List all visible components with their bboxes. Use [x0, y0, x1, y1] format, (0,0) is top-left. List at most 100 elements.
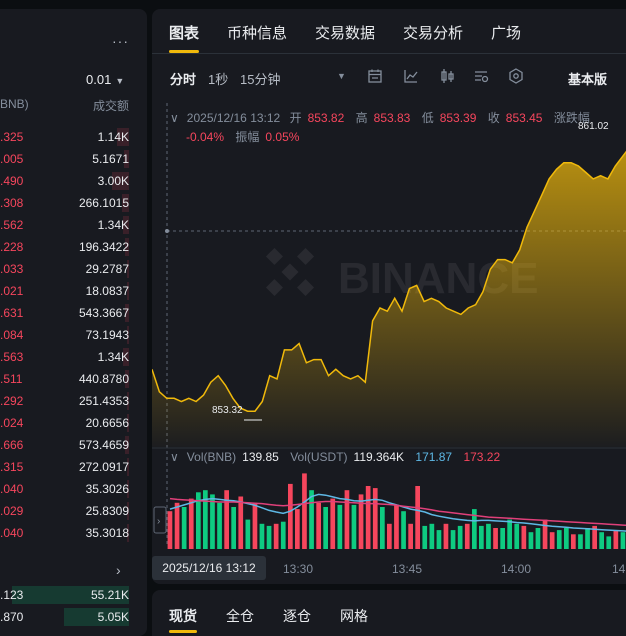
volume-bar: [273, 523, 279, 549]
calendar-icon[interactable]: [366, 67, 384, 85]
orderbook-price: .005: [0, 152, 24, 166]
depth-bar: [125, 304, 129, 322]
depth-bar: [122, 194, 129, 212]
orderbook-row[interactable]: .228 196.3422: [0, 236, 147, 258]
basic-version-toggle[interactable]: 基本版: [568, 72, 608, 87]
orderbook-amount: 573.4659: [78, 438, 129, 452]
ohlc-info-2: -0.04% 振幅 0.05%: [186, 130, 300, 144]
info-open: 853.82: [307, 111, 345, 125]
volume-bar: [210, 494, 215, 549]
more-options-icon[interactable]: ···: [112, 33, 129, 49]
orderbook-row[interactable]: .040 35.3018: [0, 522, 147, 544]
price-chart[interactable]: BINANCE ›: [152, 97, 626, 557]
low-price-label: 853.32: [212, 405, 243, 416]
chevron-right-icon[interactable]: ›: [116, 562, 121, 578]
info-date: 2025/12/16 13:12: [186, 111, 281, 125]
orderbook-price: .021: [0, 284, 24, 298]
divider: [152, 53, 626, 54]
orderbook-row[interactable]: .040 35.3026: [0, 478, 147, 500]
orderbook-bid-row[interactable]: .123 55.21K: [0, 584, 147, 606]
tab-isolated-margin[interactable]: 逐仓: [283, 608, 311, 624]
volume-bar: [401, 511, 406, 549]
orderbook-row[interactable]: .490 3.00K: [0, 170, 147, 192]
volume-bar: [330, 498, 336, 549]
indicator-icon[interactable]: [402, 67, 420, 85]
volume-bar: [472, 509, 477, 549]
depth-bar: [112, 172, 129, 190]
orderbook-row[interactable]: .308 266.1015: [0, 192, 147, 214]
volume-bar: [394, 504, 399, 549]
depth-bar: [12, 586, 129, 604]
orderbook-row[interactable]: .029 25.8309: [0, 500, 147, 522]
depth-bar: [64, 608, 129, 626]
volume-bar: [564, 528, 569, 549]
orderbook-bid-row[interactable]: .870 5.05K: [0, 606, 147, 628]
volume-bar: [613, 530, 619, 549]
volume-bar: [387, 523, 392, 549]
orderbook-row[interactable]: .005 5.1671: [0, 148, 147, 170]
volume-bar: [599, 532, 604, 549]
volume-bar: [188, 498, 194, 549]
high-price-label: 861.02: [578, 121, 609, 132]
candlestick-icon[interactable]: [438, 67, 456, 85]
orderbook-price: .315: [0, 460, 24, 474]
chart-settings-icon[interactable]: [472, 67, 490, 85]
orderbook-row[interactable]: .562 1.34K: [0, 214, 147, 236]
active-tab-indicator: [169, 50, 199, 53]
orderbook-row[interactable]: .033 29.2787: [0, 258, 147, 280]
orderbook-row[interactable]: .631 543.3667: [0, 302, 147, 324]
orderbook-row[interactable]: .666 573.4659: [0, 434, 147, 456]
tab-chart[interactable]: 图表: [169, 25, 200, 42]
tab-spot[interactable]: 现货: [169, 608, 197, 624]
orderbook-price: .033: [0, 262, 24, 276]
tab-trading-data[interactable]: 交易数据: [315, 25, 376, 42]
tab-square[interactable]: 广场: [491, 25, 522, 42]
orderbook-row[interactable]: .292 251.4353: [0, 390, 147, 412]
volume-bar: [592, 525, 597, 549]
orderbook-row[interactable]: .511 440.8780: [0, 368, 147, 390]
orderbook-price: .325: [0, 130, 24, 144]
volume-bar: [309, 490, 314, 549]
depth-bar: [127, 282, 129, 300]
pane-handle[interactable]: [153, 506, 167, 534]
chart-tabs: 图表 币种信息 交易数据 交易分析 广场: [152, 9, 626, 53]
interval-15m-button[interactable]: 15分钟: [240, 72, 281, 87]
orderbook-price: .870: [0, 610, 24, 624]
info-amplitude: 0.05%: [265, 130, 300, 144]
volume-bar: [323, 507, 328, 549]
volume-bar: [535, 528, 541, 549]
info-high: 853.83: [373, 111, 411, 125]
tab-trading-analysis[interactable]: 交易分析: [403, 25, 464, 42]
orderbook-row[interactable]: .315 272.0917: [0, 456, 147, 478]
volume-info: ∨ Vol(BNB) 139.85 Vol(USDT) 119.364K 171.87…: [170, 450, 501, 464]
crosshair-time-badge: 2025/12/16 13:12: [152, 556, 266, 580]
orderbook-amount: 196.3422: [78, 240, 129, 254]
orderbook-amount: 5.1671: [92, 152, 129, 166]
orderbook-row[interactable]: .325 1.14K: [0, 126, 147, 148]
depth-bar: [125, 238, 129, 256]
depth-bar: [127, 458, 129, 476]
trade-panel: 现货 全仓 逐仓 网格: [152, 590, 626, 636]
orderbook-row[interactable]: .084 73.1943: [0, 324, 147, 346]
volume-bar: [422, 525, 428, 549]
volume-bar: [196, 492, 201, 549]
order-book-panel: ··· 0.01 ▼ BNB) 成交额 .325 1.14K .005 5.1671 .4…: [0, 9, 147, 636]
depth-bar: [127, 414, 129, 432]
orderbook-row[interactable]: .021 18.0837: [0, 280, 147, 302]
interval-1s-button[interactable]: 1秒: [208, 72, 229, 87]
tab-cross-margin[interactable]: 全仓: [226, 608, 254, 624]
volume-bar: [288, 483, 293, 549]
orderbook-row[interactable]: .563 1.34K: [0, 346, 147, 368]
precision-select[interactable]: 0.01 ▼: [86, 72, 125, 87]
orderbook-row[interactable]: .024 20.6656: [0, 412, 147, 434]
volume-bar: [443, 523, 449, 549]
tab-coin-info[interactable]: 币种信息: [227, 25, 288, 42]
volume-bar: [585, 528, 590, 549]
hexagon-settings-icon[interactable]: [507, 67, 525, 85]
info-change: -0.04%: [186, 130, 225, 144]
interval-time-button[interactable]: 分时: [170, 72, 197, 87]
tab-grid[interactable]: 网格: [340, 608, 368, 624]
orderbook-price: .024: [0, 416, 24, 430]
volume-bar: [217, 502, 222, 549]
interval-dropdown-icon[interactable]: ▼: [337, 71, 346, 81]
